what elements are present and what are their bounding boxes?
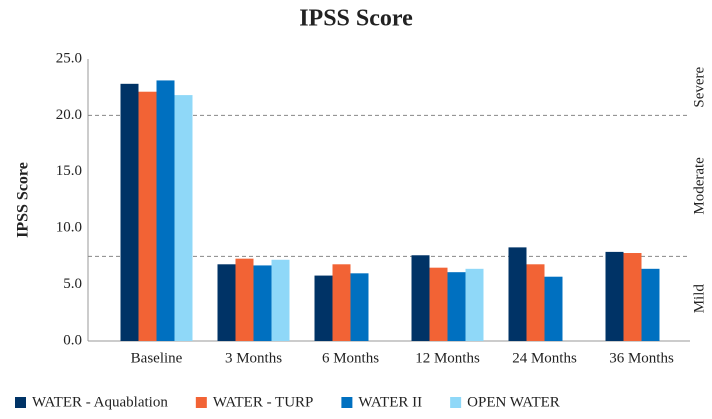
bar bbox=[447, 272, 466, 341]
x-tick-label: 6 Months bbox=[322, 350, 379, 366]
bar bbox=[235, 258, 254, 341]
bar bbox=[174, 95, 193, 341]
legend-swatch bbox=[341, 397, 353, 408]
x-tick-label: 3 Months bbox=[225, 350, 282, 366]
y-tick-label: 0.0 bbox=[63, 332, 82, 348]
bar bbox=[120, 83, 139, 341]
zone-label: Severe bbox=[691, 66, 707, 107]
bar bbox=[271, 259, 290, 341]
bar bbox=[217, 264, 236, 341]
legend-label: WATER - Aquablation bbox=[32, 394, 168, 410]
legend-swatch bbox=[195, 397, 207, 408]
chart-title: IPSS Score bbox=[299, 6, 413, 32]
x-tick-label: 12 Months bbox=[415, 350, 480, 366]
y-tick-label: 20.0 bbox=[56, 107, 82, 123]
bar bbox=[429, 267, 448, 341]
x-tick-label: 24 Months bbox=[512, 350, 577, 366]
bar bbox=[623, 253, 642, 341]
bar bbox=[465, 268, 484, 341]
y-tick-label: 15.0 bbox=[56, 163, 82, 179]
y-tick-label: 25.0 bbox=[56, 50, 82, 66]
zone-label: Mild bbox=[691, 284, 707, 314]
y-tick-label: 10.0 bbox=[56, 220, 82, 236]
y-tick-label: 5.0 bbox=[63, 276, 82, 292]
bar bbox=[411, 255, 430, 341]
legend-label: WATER II bbox=[358, 394, 422, 410]
legend-label: OPEN WATER bbox=[467, 394, 560, 410]
bar bbox=[526, 264, 545, 341]
legend-swatch bbox=[15, 397, 26, 408]
legend-swatch bbox=[450, 397, 462, 408]
zone-label: Moderate bbox=[691, 157, 707, 215]
legend-label: WATER - TURP bbox=[213, 394, 314, 410]
x-tick-label: 36 Months bbox=[609, 350, 674, 366]
bar bbox=[641, 268, 660, 341]
bar bbox=[253, 265, 272, 341]
bar bbox=[544, 276, 563, 341]
y-axis-label: IPSS Score bbox=[15, 162, 32, 238]
bar bbox=[138, 91, 157, 341]
x-tick-label: Baseline bbox=[131, 350, 183, 366]
bar bbox=[605, 251, 624, 341]
bar bbox=[350, 273, 369, 341]
bar bbox=[314, 275, 333, 341]
bar bbox=[332, 264, 351, 341]
bar bbox=[508, 247, 527, 341]
bar bbox=[156, 80, 175, 341]
